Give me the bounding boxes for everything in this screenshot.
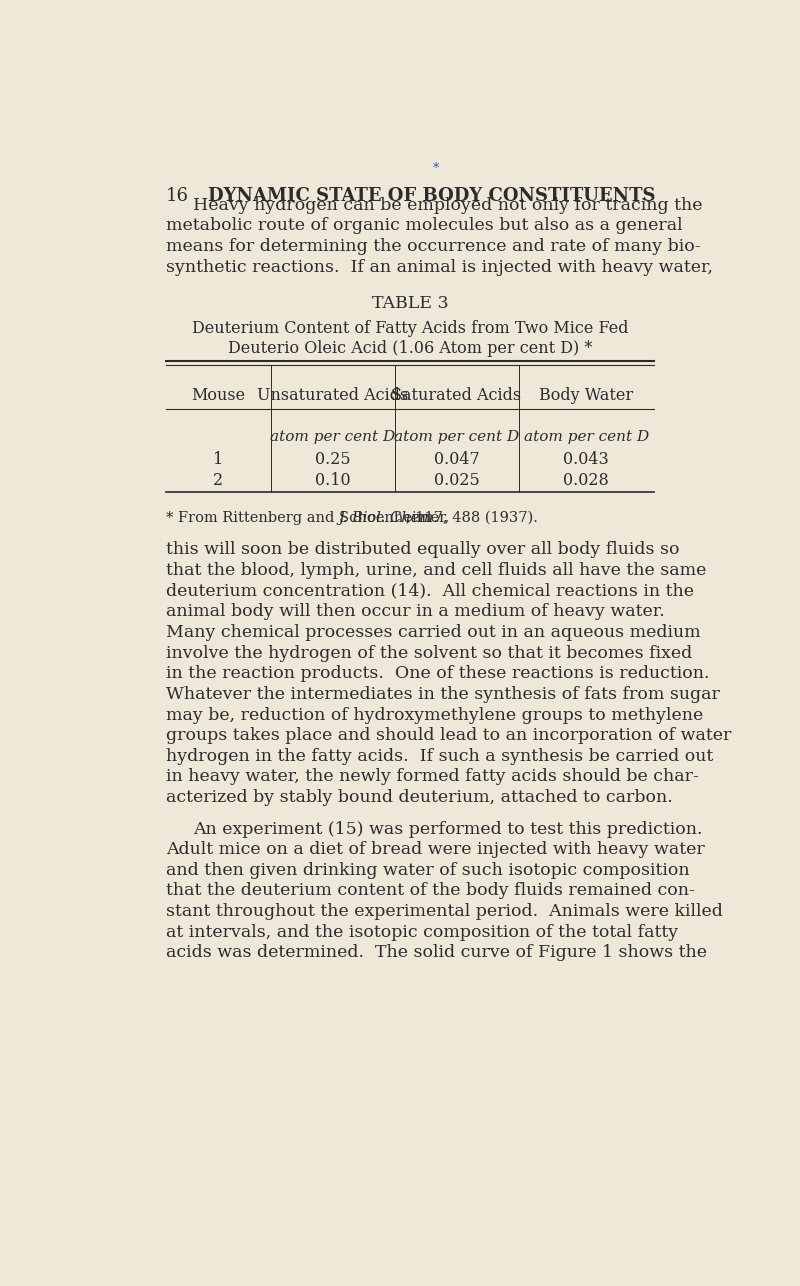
Text: atom per cent D: atom per cent D bbox=[394, 430, 519, 444]
Text: groups takes place and should lead to an incorporation of water: groups takes place and should lead to an… bbox=[166, 727, 731, 745]
Text: , 117, 488 (1937).: , 117, 488 (1937). bbox=[406, 511, 538, 525]
Text: at intervals, and the isotopic composition of the total fatty: at intervals, and the isotopic compositi… bbox=[166, 923, 678, 940]
Text: *: * bbox=[434, 162, 439, 175]
Text: in heavy water, the newly formed fatty acids should be char-: in heavy water, the newly formed fatty a… bbox=[166, 769, 698, 786]
Text: 0.047: 0.047 bbox=[434, 451, 479, 468]
Text: acids was determined.  The solid curve of Figure 1 shows the: acids was determined. The solid curve of… bbox=[166, 944, 707, 962]
Text: this will soon be distributed equally over all body fluids so: this will soon be distributed equally ov… bbox=[166, 541, 679, 558]
Text: An experiment (15) was performed to test this prediction.: An experiment (15) was performed to test… bbox=[193, 820, 702, 837]
Text: Mouse: Mouse bbox=[191, 387, 246, 404]
Text: J. Biol. Chem.: J. Biol. Chem. bbox=[339, 511, 438, 525]
Text: Whatever the intermediates in the synthesis of fats from sugar: Whatever the intermediates in the synthe… bbox=[166, 685, 720, 703]
Text: may be, reduction of hydroxymethylene groups to methylene: may be, reduction of hydroxymethylene gr… bbox=[166, 706, 703, 724]
Text: that the deuterium content of the body fluids remained con-: that the deuterium content of the body f… bbox=[166, 882, 694, 899]
Text: TABLE 3: TABLE 3 bbox=[372, 294, 448, 311]
Text: Deuterio Oleic Acid (1.06 Atom per cent D) *: Deuterio Oleic Acid (1.06 Atom per cent … bbox=[228, 340, 592, 356]
Text: in the reaction products.  One of these reactions is reduction.: in the reaction products. One of these r… bbox=[166, 665, 710, 683]
Text: means for determining the occurrence and rate of many bio-: means for determining the occurrence and… bbox=[166, 238, 701, 255]
Text: * From Rittenberg and Schoenheimer,: * From Rittenberg and Schoenheimer, bbox=[166, 511, 454, 525]
Text: Saturated Acids: Saturated Acids bbox=[391, 387, 522, 404]
Text: atom per cent D: atom per cent D bbox=[524, 430, 649, 444]
Text: that the blood, lymph, urine, and cell fluids all have the same: that the blood, lymph, urine, and cell f… bbox=[166, 562, 706, 579]
Text: 0.043: 0.043 bbox=[563, 451, 609, 468]
Text: 2: 2 bbox=[213, 472, 223, 489]
Text: Unsaturated Acids: Unsaturated Acids bbox=[257, 387, 408, 404]
Text: Many chemical processes carried out in an aqueous medium: Many chemical processes carried out in a… bbox=[166, 624, 701, 640]
Text: and then given drinking water of such isotopic composition: and then given drinking water of such is… bbox=[166, 862, 690, 878]
Text: 0.25: 0.25 bbox=[314, 451, 350, 468]
Text: synthetic reactions.  If an animal is injected with heavy water,: synthetic reactions. If an animal is inj… bbox=[166, 258, 713, 275]
Text: Heavy hydrogen can be employed not only for tracing the: Heavy hydrogen can be employed not only … bbox=[193, 197, 702, 213]
Text: Adult mice on a diet of bread were injected with heavy water: Adult mice on a diet of bread were injec… bbox=[166, 841, 705, 858]
Text: Body Water: Body Water bbox=[539, 387, 634, 404]
Text: Deuterium Content of Fatty Acids from Two Mice Fed: Deuterium Content of Fatty Acids from Tw… bbox=[192, 320, 628, 337]
Text: atom per cent D: atom per cent D bbox=[270, 430, 395, 444]
Text: 0.10: 0.10 bbox=[314, 472, 350, 489]
Text: animal body will then occur in a medium of heavy water.: animal body will then occur in a medium … bbox=[166, 603, 665, 620]
Text: DYNAMIC STATE OF BODY CONSTITUENTS: DYNAMIC STATE OF BODY CONSTITUENTS bbox=[209, 186, 656, 204]
Text: 0.025: 0.025 bbox=[434, 472, 479, 489]
Text: 16: 16 bbox=[166, 186, 189, 204]
Text: deuterium concentration (14).  All chemical reactions in the: deuterium concentration (14). All chemic… bbox=[166, 583, 694, 599]
Text: hydrogen in the fatty acids.  If such a synthesis be carried out: hydrogen in the fatty acids. If such a s… bbox=[166, 748, 713, 765]
Text: involve the hydrogen of the solvent so that it becomes fixed: involve the hydrogen of the solvent so t… bbox=[166, 644, 692, 662]
Text: acterized by stably bound deuterium, attached to carbon.: acterized by stably bound deuterium, att… bbox=[166, 790, 673, 806]
Text: metabolic route of organic molecules but also as a general: metabolic route of organic molecules but… bbox=[166, 217, 682, 234]
Text: stant throughout the experimental period.  Animals were killed: stant throughout the experimental period… bbox=[166, 903, 722, 919]
Text: 1: 1 bbox=[213, 451, 223, 468]
Text: 0.028: 0.028 bbox=[563, 472, 609, 489]
